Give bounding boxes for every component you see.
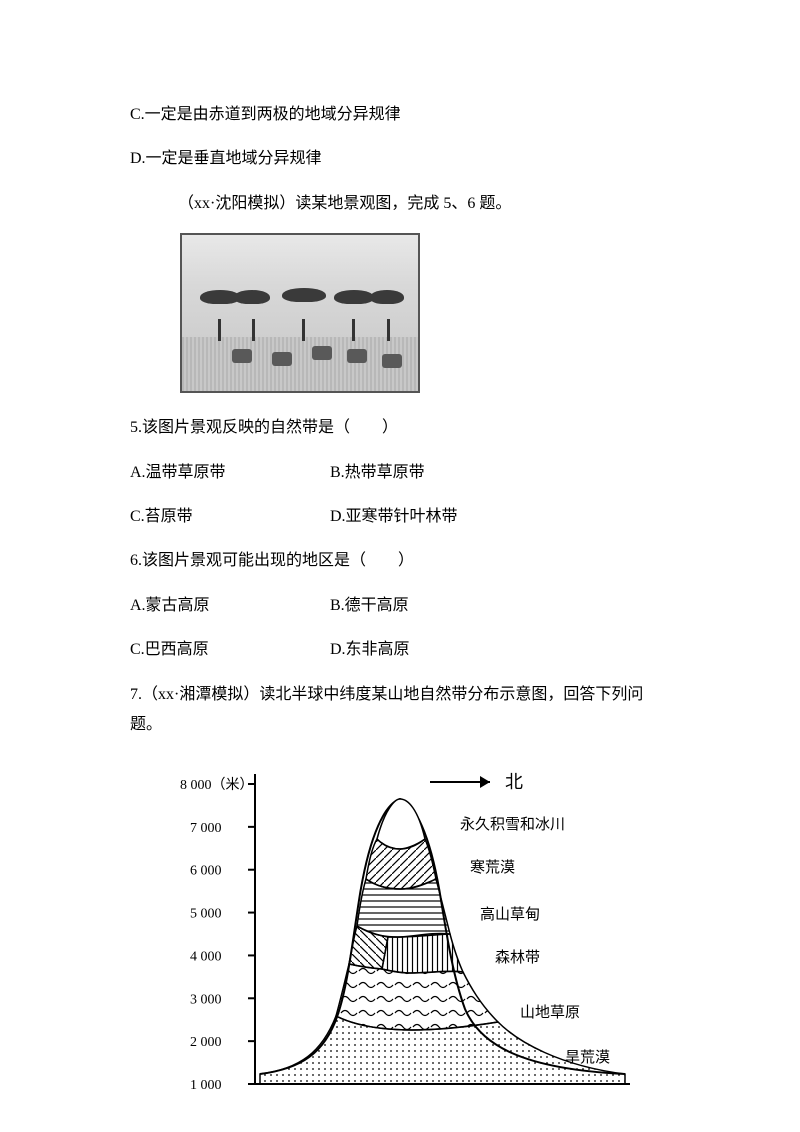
- zone-label-2: 高山草甸: [480, 906, 540, 923]
- svg-text:5 000: 5 000: [190, 907, 222, 922]
- north-label: 北: [505, 772, 523, 792]
- zone-label-1: 寒荒漠: [470, 858, 515, 876]
- intro-1: （xx·沈阳模拟）读某地景观图，完成 5、6 题。: [130, 189, 670, 219]
- q5-option-c: C.苔原带: [130, 502, 330, 532]
- svg-text:7 000: 7 000: [190, 821, 222, 836]
- q5-option-b: B.热带草原带: [330, 458, 425, 488]
- landscape-photo: [180, 233, 670, 393]
- svg-text:1 000: 1 000: [190, 1078, 222, 1093]
- q6-option-a: A.蒙古高原: [130, 591, 330, 621]
- q6-row2: C.巴西高原 D.东非高原: [130, 635, 670, 665]
- q5-option-a: A.温带草原带: [130, 458, 330, 488]
- q5-row1: A.温带草原带 B.热带草原带: [130, 458, 670, 488]
- question-7: 7.（xx·湘潭模拟）读北半球中纬度某山地自然带分布示意图，回答下列问题。: [130, 680, 670, 741]
- zone-label-5: 旱荒漠: [565, 1049, 610, 1066]
- svg-text:8 000（米）: 8 000（米）: [180, 777, 254, 793]
- q5-row2: C.苔原带 D.亚寒带针叶林带: [130, 502, 670, 532]
- zone-label-3: 森林带: [495, 949, 540, 966]
- svg-text:4 000: 4 000: [190, 950, 222, 965]
- zone-label-0: 永久积雪和冰川: [460, 816, 565, 833]
- svg-text:2 000: 2 000: [190, 1035, 222, 1050]
- q6-option-c: C.巴西高原: [130, 635, 330, 665]
- option-d: D.一定是垂直地域分异规律: [130, 144, 670, 174]
- q5-option-d: D.亚寒带针叶林带: [330, 502, 458, 532]
- q6-row1: A.蒙古高原 B.德干高原: [130, 591, 670, 621]
- question-5: 5.该图片景观反映的自然带是（ ）: [130, 413, 670, 443]
- q6-option-d: D.东非高原: [330, 635, 410, 665]
- question-6: 6.该图片景观可能出现的地区是（ ）: [130, 546, 670, 576]
- svg-text:3 000: 3 000: [190, 993, 222, 1008]
- svg-text:6 000: 6 000: [190, 864, 222, 879]
- mountain-diagram: 8 000（米） 7 000 6 000 5 000 4 000 3 000 2 000 1 …: [160, 754, 640, 1115]
- option-c: C.一定是由赤道到两极的地域分异规律: [130, 100, 670, 130]
- zone-label-4: 山地草原: [520, 1004, 580, 1021]
- q6-option-b: B.德干高原: [330, 591, 409, 621]
